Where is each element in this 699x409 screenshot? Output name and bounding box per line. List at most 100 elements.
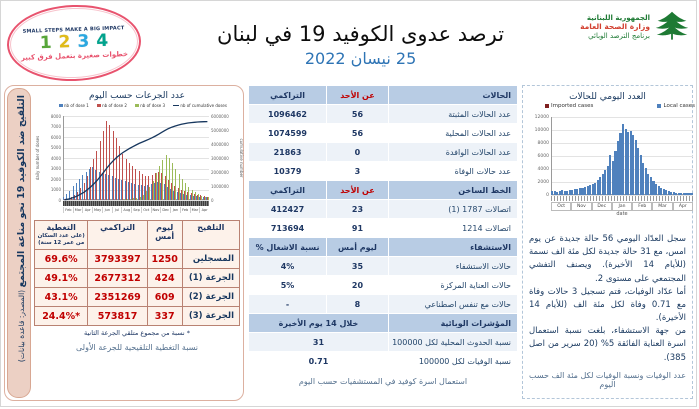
- case-bar: [687, 193, 691, 195]
- case-bar: [566, 190, 569, 195]
- vax-row-label: الجرعة (2): [181, 287, 241, 308]
- legend-swatch: [97, 104, 102, 107]
- logo-line-ministry: وزارة الصحة العامة: [580, 22, 650, 32]
- cases-row: اتصالات 1214 91 713694: [247, 218, 519, 238]
- case-bar: [606, 166, 609, 195]
- cases-value: 4%: [247, 256, 328, 276]
- case-bar: [644, 168, 647, 195]
- cases-value: 21863: [247, 142, 328, 162]
- vax-header-label: التراكمي: [100, 223, 135, 232]
- cases-row-label: اتصالات 1787 (1): [387, 199, 519, 219]
- cases-row-label: عدد الحالات الوافدة: [387, 142, 519, 162]
- month-label: Apr: [199, 207, 209, 213]
- cases-value: 10379: [247, 161, 328, 181]
- cases-header-cell: الحالات: [387, 85, 519, 105]
- month-label: Oct: [140, 207, 151, 213]
- vax-coverage-value: 49.1%: [33, 268, 89, 289]
- legend-label: Imported cases: [551, 103, 594, 109]
- month-label: Nov: [571, 202, 592, 211]
- case-bar: [642, 162, 645, 195]
- coverage-caption: نسبة التغطية التلقيحية للجرعة الأولى: [76, 343, 198, 353]
- case-bar: [571, 189, 574, 195]
- vax-yesterday-value: 424: [146, 268, 183, 289]
- gridline: [551, 117, 693, 118]
- dose-bar: [70, 197, 72, 200]
- report-header: SMALL STEPS MAKE A BIG IMPACT 1 2 3 4 خط…: [1, 1, 696, 85]
- dose-bar: [135, 168, 137, 200]
- dose-bar: [119, 146, 121, 200]
- cases-value: 20: [326, 275, 389, 295]
- dose-bar: [73, 195, 75, 200]
- cases-header-cell: ليوم أمس: [326, 237, 389, 257]
- case-bar: [578, 188, 581, 195]
- report-date: 25 نيسان 2022: [304, 49, 417, 68]
- cases-row-label: نسبة الحدوث المحلية لكل 100000: [387, 332, 519, 352]
- logo-line-program: برنامج الترصد الوبائي: [588, 31, 650, 40]
- vax-yesterday-value: 1250: [146, 249, 183, 270]
- cases-table: الحالات عن الأحد التراكمي عدد الحالات المثب…: [247, 85, 519, 371]
- legend-swatch: [657, 104, 662, 108]
- case-bar: [685, 193, 688, 195]
- cases-row-label: عدد حالات الوفاة: [387, 161, 519, 181]
- vax-header-sublabel: (على عدد السكان من عمر 12 سنة): [37, 233, 85, 247]
- dose-bar: [106, 121, 108, 200]
- banner-tagline-ar: خطوات صغيرة بتعمل فرق كبير: [20, 49, 129, 62]
- case-bar: [657, 186, 660, 195]
- y-tick-label: 10000: [534, 127, 549, 133]
- case-bar: [614, 150, 617, 195]
- case-bar: [609, 155, 612, 195]
- vaccination-panel: التلقيح ضد الكوفيد 19 نحو مناعة المجتمع …: [4, 85, 244, 401]
- banner-step-3: 3: [77, 30, 90, 52]
- vax-row: الجرعة (1) 424 2677312 49.1%: [33, 268, 241, 289]
- legend-label: nb of dose 2: [102, 103, 127, 108]
- case-bar: [596, 180, 599, 195]
- banner-step-1: 1: [39, 32, 52, 53]
- legend-item: Imported cases: [545, 103, 593, 109]
- y-tick-label: 2000: [537, 179, 549, 185]
- month-label: Oct: [551, 202, 572, 211]
- legend-label: nb of dose 1: [64, 103, 89, 108]
- y-tick-label: 3000: [50, 166, 61, 171]
- y-tick-label: 8000: [537, 140, 549, 146]
- daily-panel: العدد اليومي للحالات Imported cases Local…: [522, 85, 695, 399]
- month-label: Sep: [131, 207, 141, 213]
- legend-item: nb of dose 1: [59, 103, 89, 108]
- cases-header-row: الحالات عن الأحد التراكمي: [247, 85, 519, 105]
- vax-cumulative-value: 2677312: [87, 268, 148, 289]
- case-bar: [652, 181, 655, 195]
- cases-header-row: الاستشفاء ليوم أمس نسبة الاشغال %: [247, 237, 519, 257]
- cases-row-label: عدد الحالات المحلية: [387, 123, 519, 143]
- case-bar: [662, 189, 665, 195]
- cases-value: 0.71: [248, 351, 389, 371]
- vax-header-label: التلقيح: [197, 223, 225, 232]
- dose-chart: nb of dose 1 nb of dose 2 nb of dose 3 nb o…: [33, 102, 245, 218]
- vax-row-label: الجرعة (1): [181, 268, 241, 289]
- gridline: [63, 116, 209, 117]
- cases-row: اتصالات 1787 (1) 23 412427: [247, 199, 519, 219]
- case-bar: [561, 190, 564, 195]
- legend-swatch: [135, 104, 140, 107]
- y-tick-label: 6000: [537, 153, 549, 159]
- y2-tick-label: 2000000: [211, 169, 229, 175]
- vax-yesterday-value: 609: [146, 287, 183, 308]
- case-bar: [670, 191, 673, 195]
- month-label: Jul: [111, 207, 122, 213]
- month-label: Feb: [632, 202, 653, 211]
- cases-row-label: اتصالات 1214: [387, 218, 519, 238]
- report-body: التلقيح ضد الكوفيد 19 نحو مناعة المجتمع …: [1, 85, 696, 401]
- x-axis-date-strip: [63, 201, 209, 206]
- cases-value: 56: [326, 123, 389, 143]
- case-bar: [667, 191, 670, 195]
- case-bar: [586, 185, 589, 195]
- month-label: Feb: [179, 207, 190, 213]
- dose-bar: [122, 153, 124, 200]
- vax-row-label: المسجلين: [181, 249, 241, 270]
- dose-bar: [109, 125, 111, 200]
- cases-value: 91: [326, 218, 389, 238]
- cases-row: نسبة الحدوث المحلية لكل 100000 31: [248, 332, 519, 352]
- cases-value: 713694: [247, 218, 328, 238]
- legend-swatch: [545, 104, 549, 108]
- cases-header-row: المؤشرات الوبائية خلال 14 يوم الأخيرة: [248, 313, 519, 333]
- vax-coverage-value: 43.1%: [33, 287, 89, 308]
